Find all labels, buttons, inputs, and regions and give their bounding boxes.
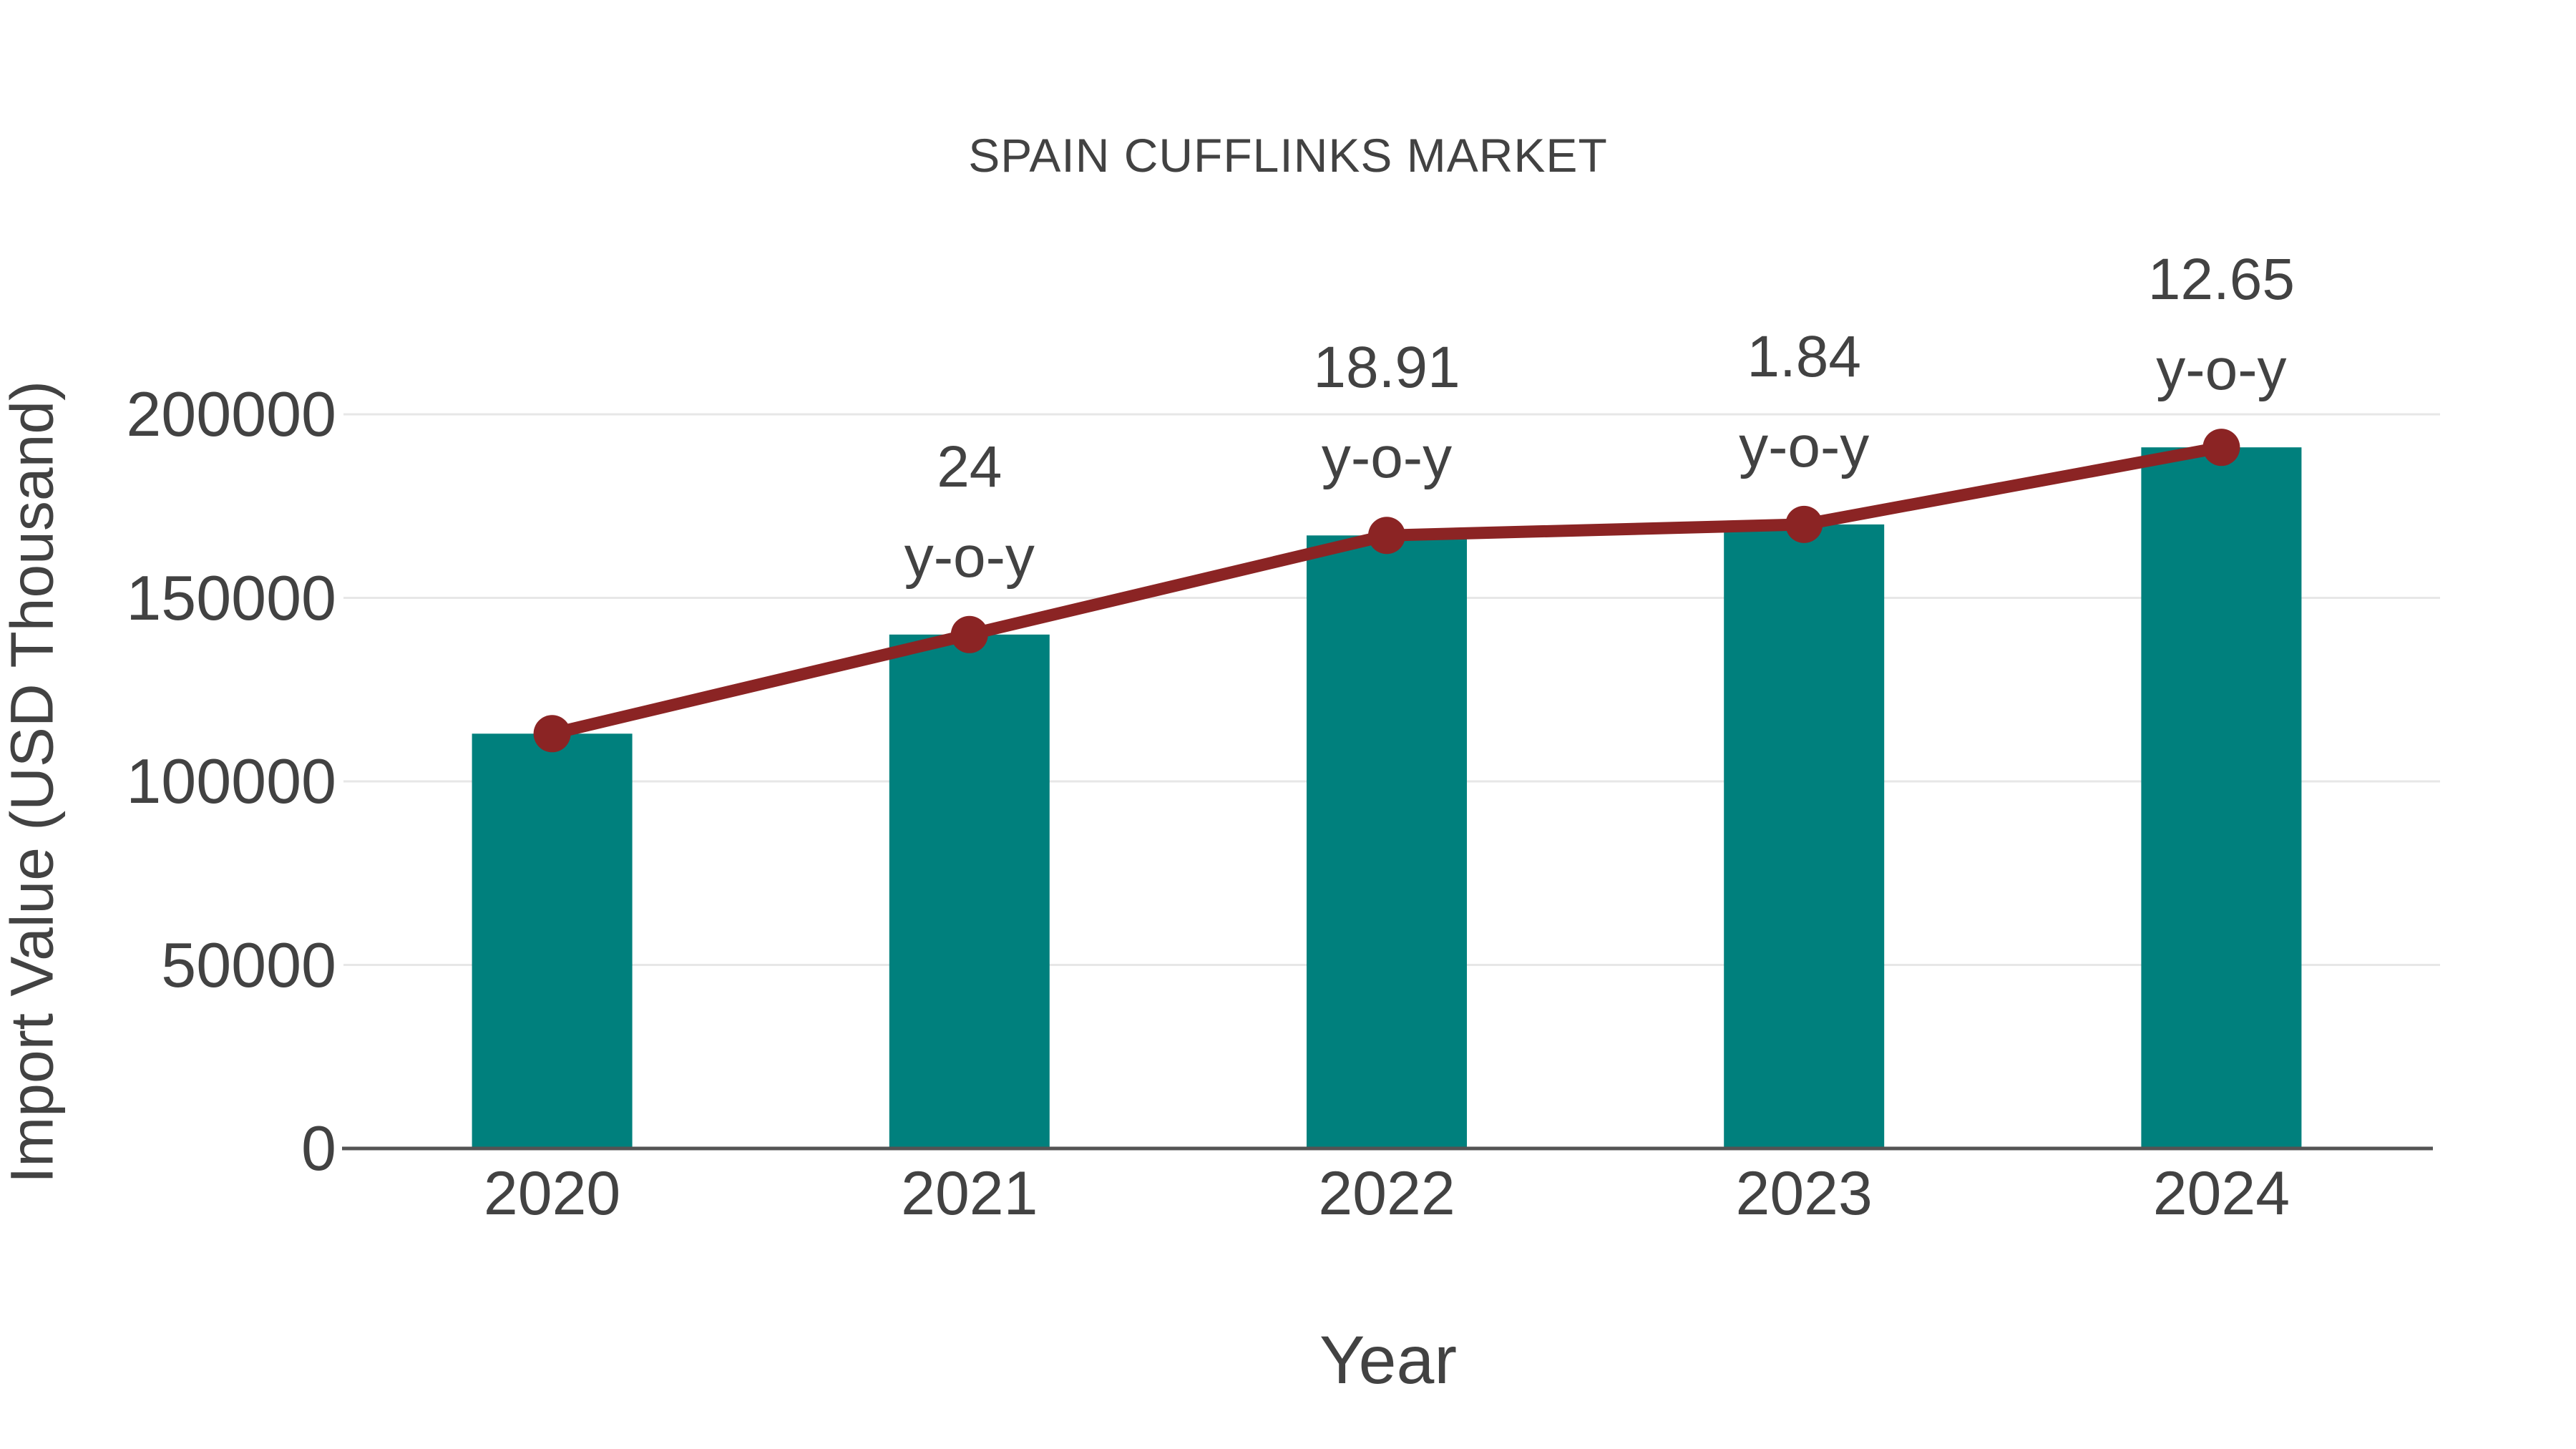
yoy-value: 18.91 <box>1313 335 1460 401</box>
y-tick-label: 100000 <box>126 746 336 816</box>
x-tick-label: 2021 <box>901 1159 1038 1228</box>
yoy-suffix: y-o-y <box>1321 425 1453 491</box>
yoy-value: 1.84 <box>1747 323 1861 389</box>
y-tick-label: 150000 <box>126 562 336 633</box>
x-tick-label: 2022 <box>1318 1159 1455 1228</box>
x-axis-title: Year <box>1319 1322 1457 1398</box>
line-marker-2024 <box>2202 429 2240 467</box>
bar-2020 <box>472 733 633 1148</box>
y-tick-label: 200000 <box>126 379 336 449</box>
bar-2022 <box>1307 535 1467 1148</box>
yoy-point-label: 18.91 y-o-y <box>1208 323 1566 503</box>
y-tick-label: 50000 <box>161 929 336 1000</box>
yoy-suffix: y-o-y <box>2156 337 2287 403</box>
line-marker-2020 <box>533 715 571 753</box>
yoy-suffix: y-o-y <box>1739 414 1870 479</box>
yoy-point-label: 12.65 y-o-y <box>2042 235 2400 415</box>
yoy-point-label: 24 y-o-y <box>791 422 1148 602</box>
yoy-point-label: 1.84 y-o-y <box>1625 312 1983 492</box>
yoy-value: 12.65 <box>2147 247 2295 313</box>
yoy-suffix: y-o-y <box>904 524 1035 590</box>
bar-2021 <box>889 634 1050 1148</box>
yoy-value: 24 <box>937 434 1002 499</box>
x-tick-label: 2020 <box>483 1159 621 1228</box>
line-marker-2023 <box>1785 505 1823 543</box>
y-tick-label: 0 <box>301 1113 336 1184</box>
x-tick-label: 2024 <box>2152 1159 2290 1228</box>
chart-title: SPAIN CUFFLINKS MARKET <box>968 129 1608 182</box>
line-marker-2021 <box>950 615 988 653</box>
line-marker-2022 <box>1368 517 1405 555</box>
bar-2023 <box>1724 524 1885 1148</box>
bar-2024 <box>2141 447 2302 1148</box>
x-tick-label: 2023 <box>1735 1159 1873 1228</box>
